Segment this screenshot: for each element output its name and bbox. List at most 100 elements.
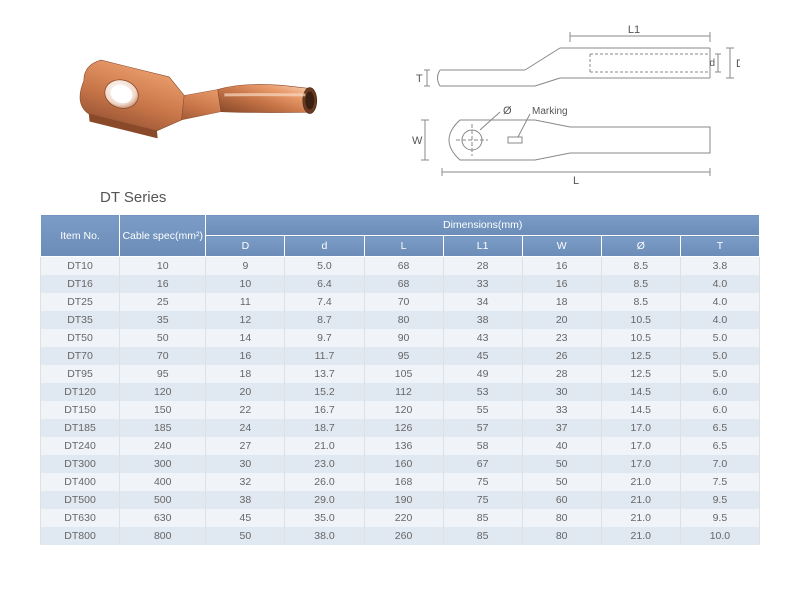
table-cell: 9.5 — [680, 491, 759, 509]
table-cell: 21.0 — [601, 527, 680, 545]
table-cell: 5.0 — [680, 347, 759, 365]
col-item-no: Item No. — [41, 215, 120, 257]
table-cell: DT185 — [41, 419, 120, 437]
table-cell: 10.0 — [680, 527, 759, 545]
table-cell: 300 — [120, 455, 206, 473]
table-cell: DT300 — [41, 455, 120, 473]
table-cell: 9 — [206, 257, 285, 276]
table-cell: 27 — [206, 437, 285, 455]
table-cell: 6.4 — [285, 275, 364, 293]
table-cell: 85 — [443, 527, 522, 545]
table-cell: 10 — [206, 275, 285, 293]
table-cell: 17.0 — [601, 455, 680, 473]
table-cell: 75 — [443, 491, 522, 509]
table-cell: 5.0 — [680, 329, 759, 347]
col-dim: D — [206, 236, 285, 257]
table-cell: 23 — [522, 329, 601, 347]
col-dim: W — [522, 236, 601, 257]
diagram-label-phi: Ø — [503, 105, 512, 117]
table-cell: 10 — [120, 257, 206, 276]
table-cell: DT500 — [41, 491, 120, 509]
table-cell: 168 — [364, 473, 443, 491]
table-cell: 16 — [206, 347, 285, 365]
table-cell: 18 — [206, 365, 285, 383]
table-cell: 6.0 — [680, 383, 759, 401]
table-cell: 4.0 — [680, 311, 759, 329]
table-cell: 68 — [364, 275, 443, 293]
table-row: DT95951813.7105492812.55.0 — [41, 365, 760, 383]
table-cell: 260 — [364, 527, 443, 545]
table-cell: 400 — [120, 473, 206, 491]
table-cell: 20 — [206, 383, 285, 401]
table-cell: 17.0 — [601, 437, 680, 455]
col-dim: L1 — [443, 236, 522, 257]
table-row: DT4004003226.0168755021.07.5 — [41, 473, 760, 491]
table-cell: 8.5 — [601, 257, 680, 276]
table-cell: 33 — [522, 401, 601, 419]
table-cell: 105 — [364, 365, 443, 383]
table-cell: 8.7 — [285, 311, 364, 329]
top-section: T L1 D d — [40, 20, 760, 190]
table-cell: 50 — [522, 455, 601, 473]
table-cell: 45 — [206, 509, 285, 527]
table-cell: DT800 — [41, 527, 120, 545]
table-cell: DT16 — [41, 275, 120, 293]
table-row: DT70701611.795452612.55.0 — [41, 347, 760, 365]
table-cell: 7.4 — [285, 293, 364, 311]
diagram-label-L: L — [573, 175, 579, 187]
table-cell: 50 — [120, 329, 206, 347]
table-cell: DT240 — [41, 437, 120, 455]
table-cell: DT10 — [41, 257, 120, 276]
table-cell: 12 — [206, 311, 285, 329]
table-body: DT101095.06828168.53.8DT1616106.46833168… — [41, 257, 760, 546]
table-cell: 53 — [443, 383, 522, 401]
table-cell: 55 — [443, 401, 522, 419]
table-cell: 15.2 — [285, 383, 364, 401]
table-row: DT3535128.780382010.54.0 — [41, 311, 760, 329]
page: T L1 D d — [0, 0, 800, 555]
table-cell: 80 — [522, 527, 601, 545]
table-row: DT3003003023.0160675017.07.0 — [41, 455, 760, 473]
table-cell: DT630 — [41, 509, 120, 527]
table-cell: 28 — [522, 365, 601, 383]
table-cell: 18 — [522, 293, 601, 311]
table-cell: 30 — [522, 383, 601, 401]
table-cell: 9.7 — [285, 329, 364, 347]
table-row: DT1616106.46833168.54.0 — [41, 275, 760, 293]
table-cell: 90 — [364, 329, 443, 347]
table-cell: 14.5 — [601, 383, 680, 401]
table-cell: 630 — [120, 509, 206, 527]
table-cell: 21.0 — [601, 473, 680, 491]
table-cell: 57 — [443, 419, 522, 437]
table-cell: 60 — [522, 491, 601, 509]
table-cell: 4.0 — [680, 293, 759, 311]
table-cell: 12.5 — [601, 347, 680, 365]
table-cell: DT50 — [41, 329, 120, 347]
table-cell: 70 — [364, 293, 443, 311]
table-cell: 126 — [364, 419, 443, 437]
product-image — [40, 20, 320, 190]
table-cell: DT400 — [41, 473, 120, 491]
table-cell: 16 — [522, 257, 601, 276]
table-cell: 38 — [206, 491, 285, 509]
table-cell: 10.5 — [601, 329, 680, 347]
table-cell: 37 — [522, 419, 601, 437]
table-row: DT5005003829.0190756021.09.5 — [41, 491, 760, 509]
table-cell: 6.5 — [680, 437, 759, 455]
table-row: DT2402402721.0136584017.06.5 — [41, 437, 760, 455]
table-cell: 58 — [443, 437, 522, 455]
table-cell: 29.0 — [285, 491, 364, 509]
table-cell: 26.0 — [285, 473, 364, 491]
table-cell: 8.5 — [601, 275, 680, 293]
table-cell: DT120 — [41, 383, 120, 401]
table-cell: 75 — [443, 473, 522, 491]
table-cell: 50 — [206, 527, 285, 545]
table-cell: 11.7 — [285, 347, 364, 365]
table-cell: 32 — [206, 473, 285, 491]
table-cell: 160 — [364, 455, 443, 473]
table-cell: 6.0 — [680, 401, 759, 419]
table-cell: 12.5 — [601, 365, 680, 383]
table-row: DT8008005038.0260858021.010.0 — [41, 527, 760, 545]
table-cell: 23.0 — [285, 455, 364, 473]
table-cell: 220 — [364, 509, 443, 527]
